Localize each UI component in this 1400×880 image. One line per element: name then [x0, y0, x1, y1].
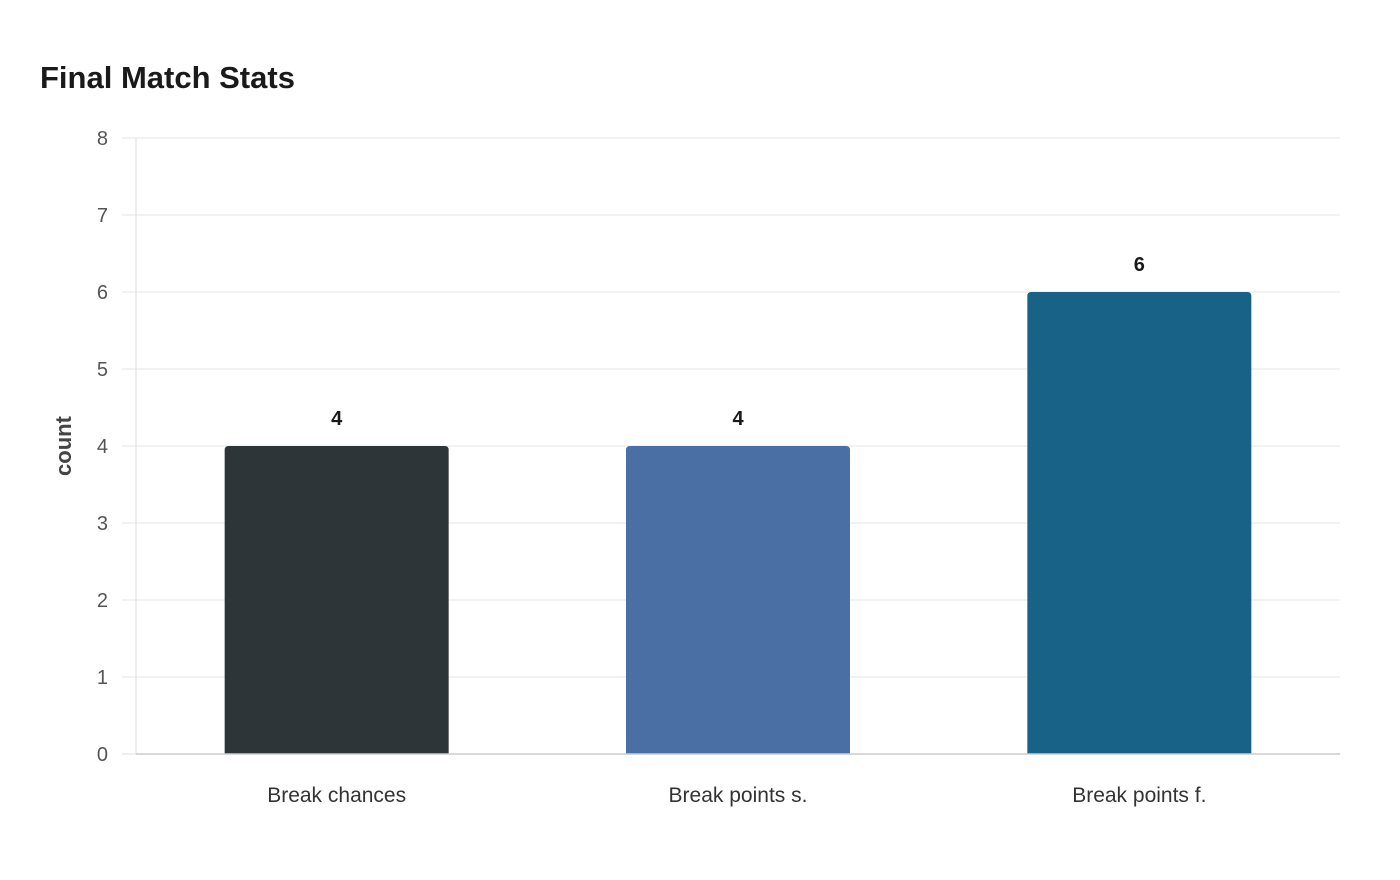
chart-title: Final Match Stats — [40, 60, 295, 95]
x-category-label: Break points f. — [1072, 784, 1206, 807]
y-tick-label: 1 — [97, 667, 108, 689]
bars — [224, 292, 1252, 754]
bar-break-points-s — [626, 446, 850, 754]
y-tick-label: 5 — [97, 359, 108, 381]
y-tick-label: 4 — [97, 436, 108, 458]
bar-break-points-f — [1027, 292, 1252, 754]
y-tick-label: 8 — [97, 128, 108, 150]
y-tick-label: 7 — [97, 205, 108, 227]
bar-value-label: 6 — [1134, 254, 1145, 276]
y-tick-label: 0 — [97, 744, 108, 766]
y-tick-label: 2 — [97, 590, 108, 612]
x-axis-labels: Break chances Break points s. Break points… — [267, 784, 1206, 807]
y-axis-title: count — [51, 415, 76, 476]
bar-value-label: 4 — [732, 408, 744, 430]
data-labels: 4 4 6 — [331, 254, 1145, 430]
x-category-label: Break chances — [267, 784, 406, 807]
bar-value-label: 4 — [331, 408, 343, 430]
y-tick-label: 3 — [97, 513, 108, 535]
bar-break-chances — [224, 446, 449, 754]
x-category-label: Break points s. — [669, 784, 808, 807]
y-tick-label: 6 — [97, 282, 108, 304]
y-axis-ticks: 0 1 2 3 4 5 6 7 8 — [97, 128, 108, 766]
